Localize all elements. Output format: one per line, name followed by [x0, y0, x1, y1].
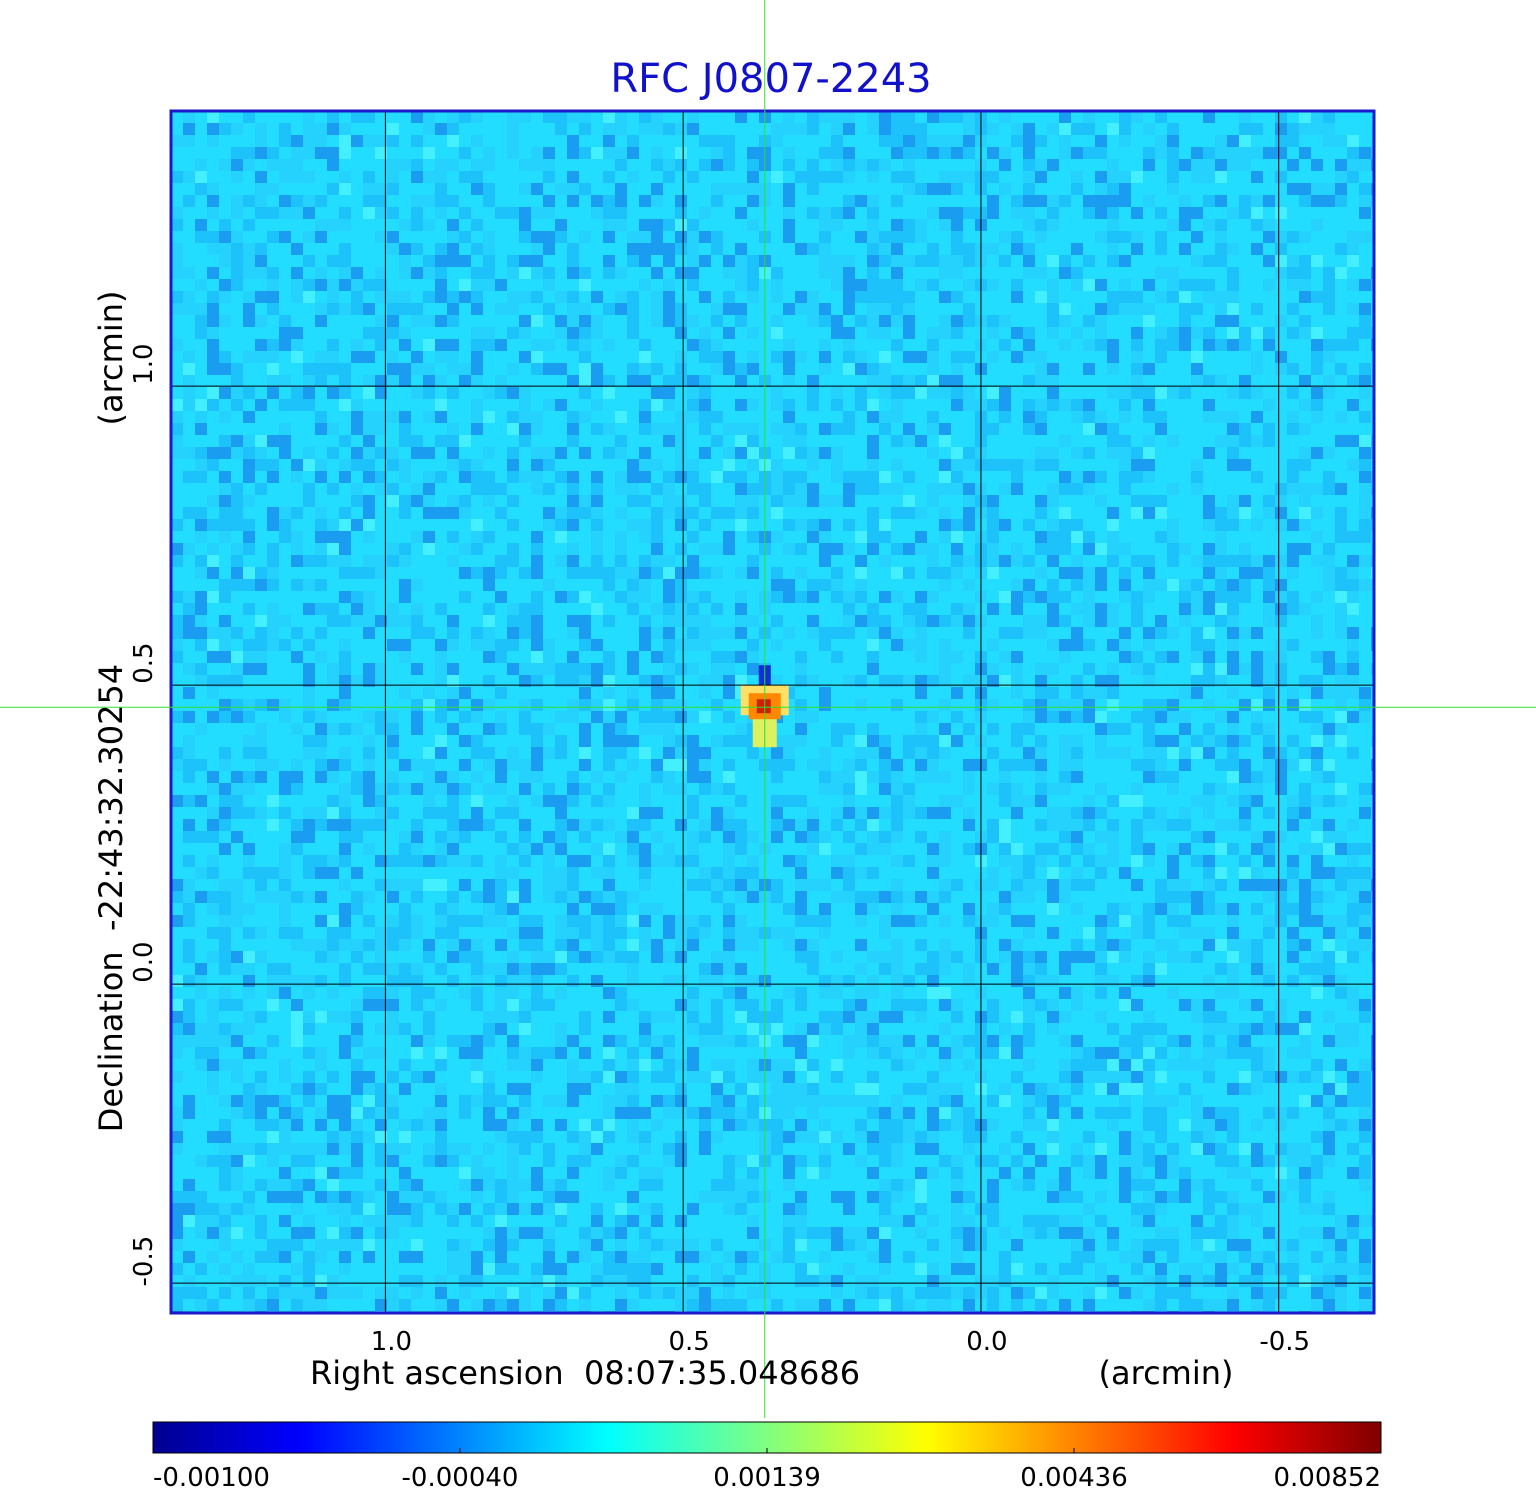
x-tick-labels: 1.0 0.5 0.0 -0.5 — [371, 1327, 1310, 1357]
colorbar-tick-label: 0.00436 — [1020, 1463, 1128, 1493]
x-axis-label: Right ascension 08:07:35.048686 — [310, 1354, 860, 1392]
x-tick-label: 0.5 — [668, 1327, 709, 1357]
y-tick-labels: -0.5 0.0 0.5 1.0 — [129, 343, 159, 1286]
x-tick-label: 0.0 — [966, 1327, 1007, 1357]
y-tick-label: 0.5 — [129, 642, 159, 683]
y-axis-unit: (arcmin) — [92, 291, 130, 426]
colorbar-tick-label: 0.00852 — [1273, 1463, 1381, 1493]
colorbar-tick-label: -0.00100 — [153, 1463, 270, 1493]
y-axis-label: Declination -22:43:32.30254 — [92, 664, 130, 1132]
colorbar-tick-label: 0.00139 — [713, 1463, 821, 1493]
colorbar-tick-label: -0.00040 — [402, 1463, 519, 1493]
x-axis-unit: (arcmin) — [1099, 1354, 1234, 1392]
x-tick-label: -0.5 — [1259, 1327, 1310, 1357]
colorbar-ticks: -0.00100 -0.00040 0.00139 0.00436 0.00852 — [152, 1448, 1382, 1493]
plot-frame — [169, 109, 1376, 1315]
crosshair — [0, 0, 1536, 1418]
y-tick-label: 1.0 — [129, 343, 159, 384]
chart-title: RFC J0807-2243 — [610, 56, 931, 102]
x-tick-label: 1.0 — [371, 1327, 412, 1357]
image-pixels — [171, 111, 1374, 1313]
colorbar — [152, 1421, 1382, 1454]
y-tick-label: 0.0 — [129, 941, 159, 982]
y-tick-label: -0.5 — [129, 1236, 159, 1287]
plot-area — [171, 111, 1374, 1313]
coordinate-grid — [171, 111, 1374, 1313]
source-peak-pixel — [756, 699, 771, 714]
